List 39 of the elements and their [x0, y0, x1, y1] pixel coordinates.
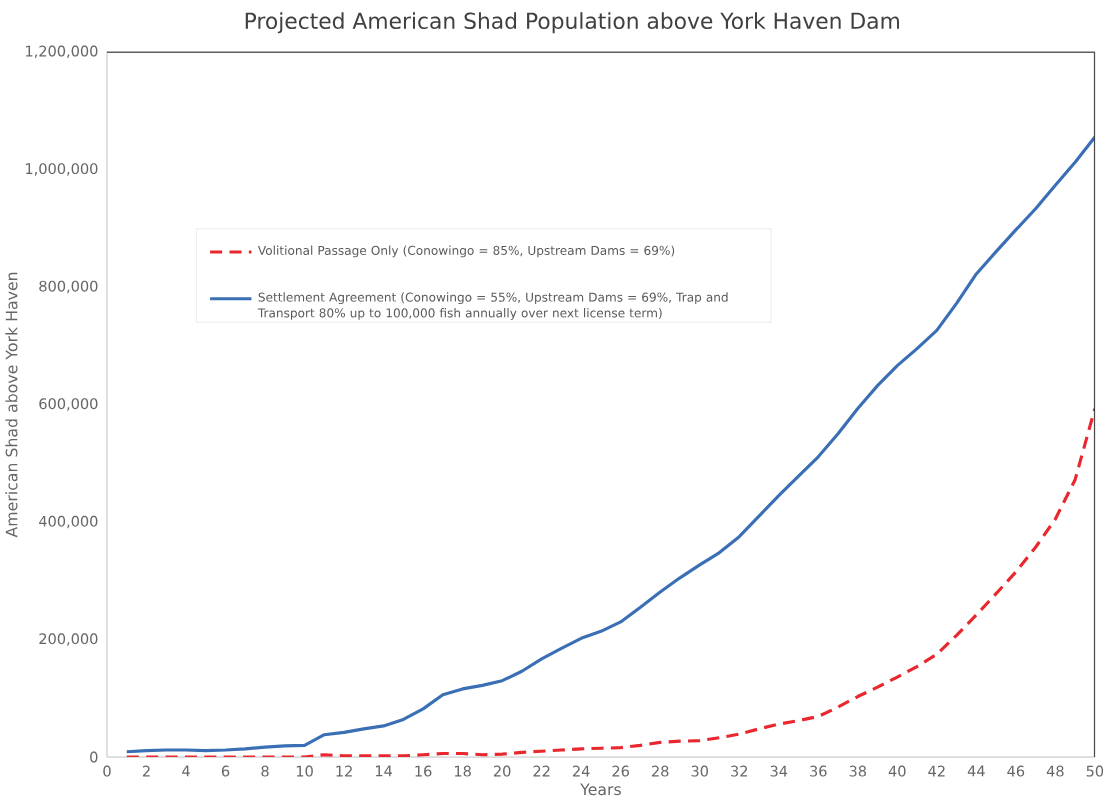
x-tick-label: 34	[770, 765, 788, 777]
legend-label: Settlement Agreement (Conowingo = 55%, Upstream Dams = 69%, Trap and Transport 80% up to 100,000 fish annually over next license term)	[257, 292, 728, 320]
x-tick-label: 40	[888, 765, 906, 777]
x-tick-label: 42	[928, 765, 945, 777]
x-tick-label: 30	[691, 765, 708, 777]
x-tick-label: 50	[1086, 765, 1103, 777]
x-tick-label: 18	[454, 765, 471, 777]
chart-title: Projected American Shad Population above York Haven Dam	[245, 12, 899, 34]
x-tick-label: 48	[1046, 765, 1064, 777]
x-tick-label: 0	[103, 765, 111, 777]
x-tick-label: 22	[533, 765, 550, 777]
x-tick-label: 28	[652, 765, 669, 777]
x-tick-label: 46	[1007, 765, 1025, 777]
y-tick-label: 400,000	[39, 515, 98, 529]
x-tick-label: 6	[221, 765, 230, 777]
x-tick-label: 8	[261, 765, 269, 777]
legend-label: Volitional Passage Only (Conowingo = 85%, Upstream Dams = 69%)	[257, 245, 675, 258]
x-tick-label: 20	[493, 765, 511, 777]
y-tick-label: 600,000	[39, 398, 98, 411]
y-tick-label: 1,000,000	[26, 163, 98, 176]
y-tick-label: 1,200,000	[26, 45, 98, 59]
x-tick-label: 26	[612, 765, 630, 777]
y-tick-label: 200,000	[39, 633, 98, 646]
x-tick-label: 32	[731, 765, 748, 777]
x-tick-label: 4	[182, 765, 190, 777]
y-tick-label: 800,000	[39, 280, 98, 294]
x-tick-label: 10	[296, 765, 313, 777]
x-tick-label: 16	[415, 765, 432, 777]
x-tick-label: 36	[810, 765, 827, 777]
x-tick-label: 38	[849, 765, 867, 777]
y-tick-label: 0	[90, 751, 98, 763]
x-axis-title: Years	[580, 783, 621, 796]
x-tick-label: 2	[142, 765, 150, 777]
x-tick-label: 44	[967, 765, 985, 777]
line-series	[125, 135, 1095, 754]
x-tick-label: 24	[572, 765, 590, 777]
y-axis-title: American Shad above York Haven	[5, 272, 18, 538]
x-tick-label: 14	[375, 765, 393, 777]
x-tick-label: 12	[336, 765, 352, 777]
